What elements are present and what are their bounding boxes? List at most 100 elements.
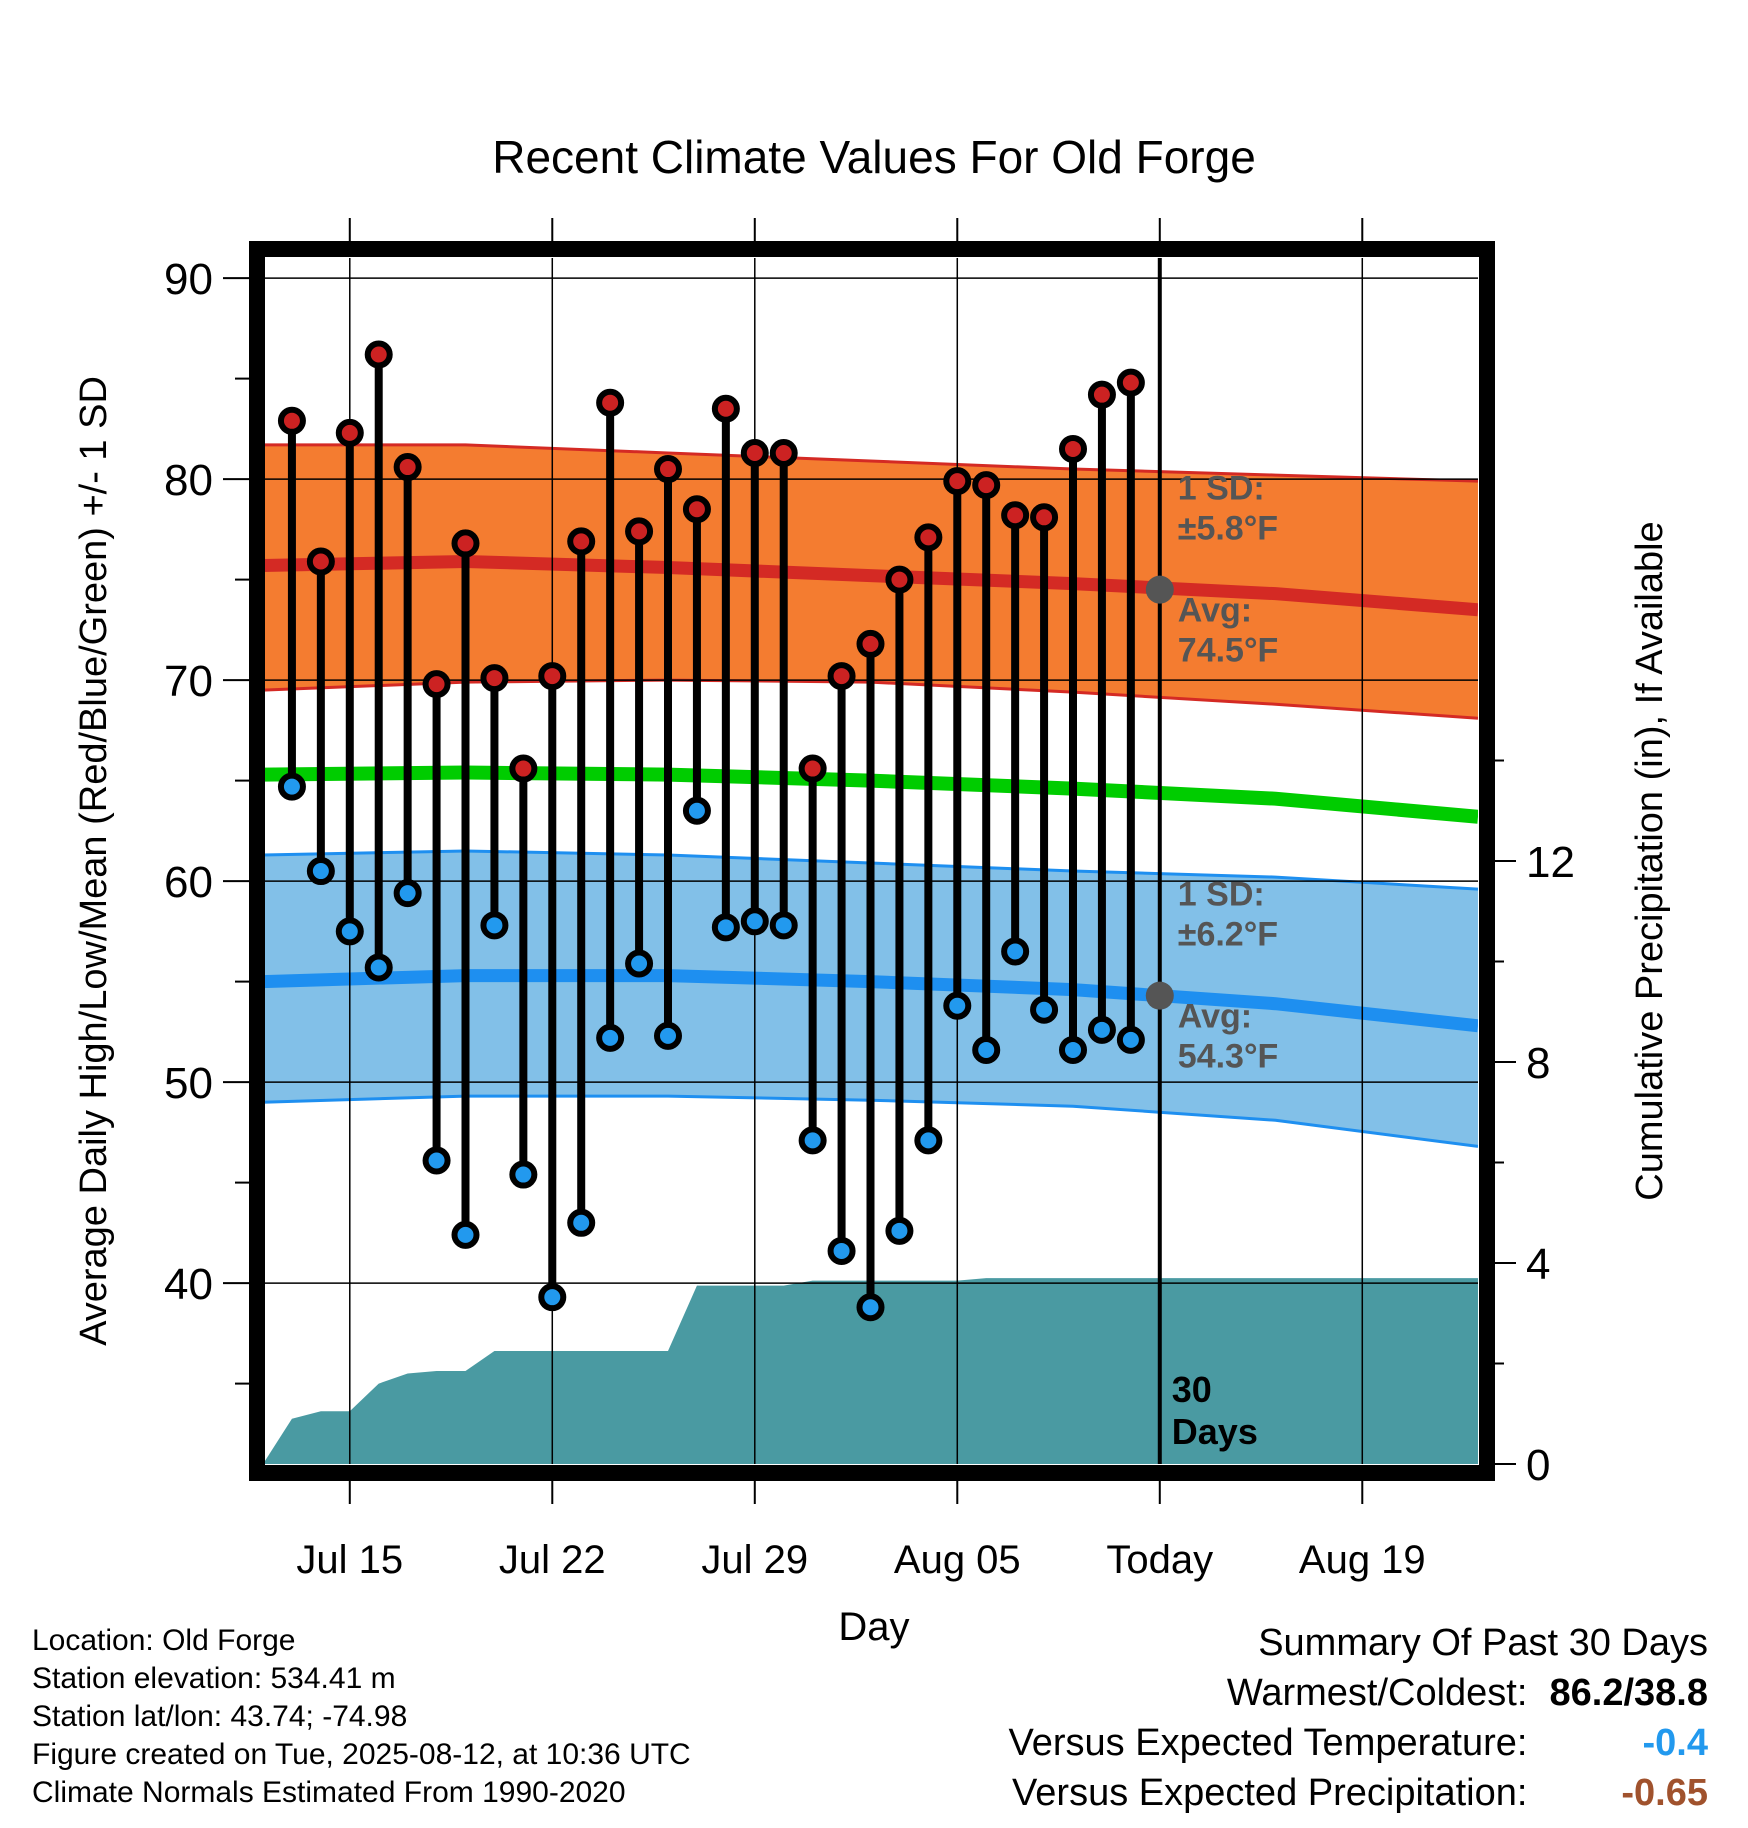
observed-low-point xyxy=(538,1283,567,1312)
observed-high-point xyxy=(972,471,1001,500)
observed-high-point xyxy=(393,453,422,482)
observed-high-point xyxy=(1030,503,1059,532)
observed-high-point xyxy=(798,754,827,783)
temp-label: Versus Expected Temperature: xyxy=(1008,1722,1528,1764)
observed-low-point xyxy=(740,907,769,936)
temp-value: -0.4 xyxy=(1642,1722,1708,1764)
low-sd-value: ±6.2°F xyxy=(1178,916,1278,954)
y-tick-label: 60 xyxy=(164,858,213,907)
high-sd-label: 1 SD: xyxy=(1178,470,1265,508)
observed-high-point xyxy=(335,418,364,447)
observed-high-point xyxy=(711,394,740,423)
normals-text: Climate Normals Estimated From 1990-2020 xyxy=(32,1776,626,1809)
x-tick-label: Jul 29 xyxy=(701,1538,808,1582)
observed-high-point xyxy=(277,406,306,435)
observed-low-point xyxy=(914,1126,943,1155)
created-text: Figure created on Tue, 2025-08-12, at 10… xyxy=(32,1738,691,1771)
observed-low-point xyxy=(856,1293,885,1322)
days-label-line2: Days xyxy=(1172,1411,1258,1452)
observed-low-point xyxy=(451,1220,480,1249)
y2-tick-label: 0 xyxy=(1526,1441,1550,1490)
y2-tick-label: 12 xyxy=(1526,838,1575,887)
observed-low-point xyxy=(567,1208,596,1237)
high-avg-value: 74.5°F xyxy=(1178,632,1279,670)
observed-low-point xyxy=(769,911,798,940)
x-tick-label: Jul 15 xyxy=(296,1538,403,1582)
high-avg-label: Avg: xyxy=(1178,592,1252,630)
x-tick-label: Aug 05 xyxy=(894,1538,1021,1582)
observed-low-point xyxy=(972,1035,1001,1064)
observed-high-point xyxy=(306,547,335,576)
high-upper-edge xyxy=(263,443,1478,483)
y-tick-label: 90 xyxy=(164,255,213,304)
summary-warmest-row: Warmest/Coldest: 86.2/38.8 xyxy=(1009,1668,1708,1718)
observed-high-point xyxy=(596,388,625,417)
observed-low-point xyxy=(364,953,393,982)
observed-high-point xyxy=(885,565,914,594)
precip-value: -0.65 xyxy=(1621,1772,1708,1814)
high-avg-today-marker xyxy=(1145,575,1174,604)
precip-label: Versus Expected Precipitation: xyxy=(1012,1772,1528,1814)
observed-high-point xyxy=(827,662,856,691)
y-tick-label: 40 xyxy=(164,1260,213,1309)
observed-high-point xyxy=(740,438,769,467)
high-sd-value: ±5.8°F xyxy=(1178,510,1278,548)
summary-panel: Summary Of Past 30 Days Warmest/Coldest:… xyxy=(1009,1618,1708,1818)
location-text: Location: Old Forge xyxy=(32,1624,296,1657)
observed-high-point xyxy=(422,670,451,699)
x-tick-label: Aug 19 xyxy=(1299,1538,1426,1582)
y-tick-label: 80 xyxy=(164,456,213,505)
observed-high-point xyxy=(943,467,972,496)
days-label-line1: 30 xyxy=(1172,1369,1212,1410)
observed-high-point xyxy=(1116,368,1145,397)
y-tick-label: 50 xyxy=(164,1059,213,1108)
observed-high-point xyxy=(856,629,885,658)
summary-precip-row: Versus Expected Precipitation: -0.65 xyxy=(1009,1768,1708,1818)
observed-low-point xyxy=(885,1216,914,1245)
observed-high-point xyxy=(451,529,480,558)
warmest-label: Warmest/Coldest: xyxy=(1226,1672,1528,1714)
x-axis-title: Day xyxy=(838,1605,909,1649)
observed-low-point xyxy=(596,1023,625,1052)
observed-high-point xyxy=(480,664,509,693)
observed-high-point xyxy=(1001,501,1030,530)
observed-high-point xyxy=(1059,434,1087,463)
x-tick-label: Today xyxy=(1106,1538,1213,1582)
y2-tick-label: 8 xyxy=(1526,1039,1550,1088)
chart-title: Recent Climate Values For Old Forge xyxy=(492,131,1256,183)
latlon-text: Station lat/lon: 43.74; -74.98 xyxy=(32,1700,408,1733)
observed-low-point xyxy=(509,1160,538,1189)
low-avg-label: Avg: xyxy=(1178,998,1252,1036)
y2-tick-label: 4 xyxy=(1526,1240,1550,1289)
low-avg-today-marker xyxy=(1145,981,1174,1010)
x-tick-label: Jul 22 xyxy=(499,1538,606,1582)
warmest-value: 86.2/38.8 xyxy=(1549,1672,1708,1714)
observed-low-point xyxy=(654,1021,682,1050)
observed-high-point xyxy=(769,438,798,467)
observed-low-point xyxy=(711,913,740,942)
observed-low-point xyxy=(277,772,306,801)
observed-low-point xyxy=(1116,1025,1145,1054)
observed-low-point xyxy=(625,949,654,978)
y2-axis-title: Cumulative Precipitation (in), If Availa… xyxy=(1629,521,1671,1200)
observed-low-point xyxy=(306,857,335,886)
observed-high-point xyxy=(625,517,654,546)
observed-low-point xyxy=(827,1236,856,1265)
observed-high-point xyxy=(654,455,682,484)
observed-high-point xyxy=(682,495,711,524)
elevation-text: Station elevation: 534.41 m xyxy=(32,1662,396,1695)
observed-low-point xyxy=(1059,1035,1087,1064)
observed-low-point xyxy=(798,1126,827,1155)
low-sd-label: 1 SD: xyxy=(1178,876,1265,914)
observed-low-point xyxy=(422,1146,451,1175)
observed-low-point xyxy=(480,911,509,940)
observed-high-point xyxy=(567,527,596,556)
observed-low-point xyxy=(682,796,711,825)
observed-low-point xyxy=(943,991,972,1020)
observed-high-point xyxy=(364,340,393,369)
observed-high-point xyxy=(914,523,943,552)
observed-low-point xyxy=(1001,937,1030,966)
observed-low-point xyxy=(335,917,364,946)
low-avg-value: 54.3°F xyxy=(1178,1038,1279,1076)
